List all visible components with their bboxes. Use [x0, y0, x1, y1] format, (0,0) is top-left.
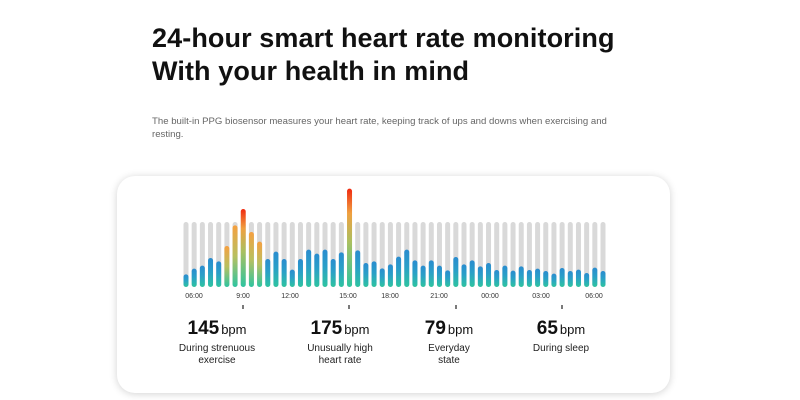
heart-rate-bar [289, 269, 295, 287]
heart-rate-bar [518, 266, 524, 287]
heart-rate-bar [486, 263, 492, 287]
heart-rate-bar [208, 258, 214, 287]
x-tick-label: 18:00 [381, 293, 399, 300]
stat-marker [455, 305, 457, 309]
stat-marker [561, 305, 563, 309]
title-line-2: With your health in mind [152, 56, 470, 86]
heart-rate-bar [199, 265, 205, 287]
stat-value: 145 [187, 318, 220, 339]
stat-label: Unusually high heart rate [307, 343, 373, 366]
heart-rate-bar [240, 209, 246, 287]
heart-rate-bar [297, 259, 303, 287]
heart-rate-bar [232, 225, 238, 287]
page-title: 24-hour smart heart rate monitoring With… [152, 22, 615, 88]
x-tick-label: 03:00 [532, 293, 550, 300]
heart-rate-bar [584, 273, 590, 287]
heart-rate-bar [494, 270, 500, 287]
bar-track [584, 222, 590, 287]
stat-unit: bpm [221, 322, 247, 337]
heart-rate-bar [559, 268, 565, 287]
heart-rate-bar [477, 266, 483, 287]
stat-sleep: 65 bpm During sleep [501, 318, 621, 355]
heart-rate-bar [420, 265, 426, 287]
bar-track [600, 222, 606, 287]
heart-rate-bar [363, 263, 369, 287]
heart-rate-bar [445, 270, 451, 287]
title-line-1: 24-hour smart heart rate monitoring [152, 23, 615, 53]
heart-rate-bar [183, 274, 189, 287]
stat-everyday: 79 bpm Everyday state [389, 318, 509, 367]
stat-unit: bpm [559, 322, 586, 337]
heart-rate-bar [265, 259, 271, 287]
x-tick-label: 06:00 [585, 293, 603, 300]
heart-rate-bar [575, 269, 581, 287]
stat-unit: bpm [344, 322, 370, 337]
heart-rate-bar [543, 271, 549, 287]
bar-track [551, 222, 557, 287]
description: The built-in PPG biosensor measures your… [152, 116, 607, 140]
heart-rate-bar [592, 267, 598, 287]
heart-rate-bar [567, 271, 573, 287]
bar-track [567, 222, 573, 287]
x-tick-label: 06:00 [185, 293, 203, 300]
heart-rate-bar [306, 249, 312, 287]
heart-rate-bar [355, 250, 361, 287]
heart-rate-bar [396, 256, 402, 287]
heart-rate-bar [510, 270, 516, 287]
stat-marker [242, 305, 244, 309]
heart-rate-bar [453, 257, 459, 287]
bar-track [183, 222, 189, 287]
heart-rate-bar [273, 251, 279, 287]
x-tick-label: 21:00 [430, 293, 448, 300]
heart-rate-bar [281, 259, 287, 287]
heart-rate-bar [248, 232, 254, 287]
heart-rate-bar [469, 260, 475, 287]
heart-rate-bar [347, 188, 353, 287]
stat-label: During sleep [532, 343, 590, 354]
heart-rate-bar [216, 261, 222, 287]
heart-rate-bar [526, 270, 532, 287]
x-tick-label: 12:00 [281, 293, 299, 300]
x-tick-label: 15:00 [339, 293, 357, 300]
heart-rate-bar [191, 268, 197, 287]
heart-rate-bar [436, 265, 442, 287]
heart-rate-bar [379, 268, 385, 287]
heart-rate-bar [387, 264, 393, 287]
heart-rate-bar [338, 252, 344, 287]
stat-value: 79 [424, 318, 446, 339]
heart-rate-bar [314, 253, 320, 287]
x-tick-label: 9:00 [236, 293, 250, 300]
stat-strenuous-exercise: 145 bpm During strenuous exercise [157, 318, 277, 367]
stat-unit: bpm [447, 322, 474, 337]
heart-rate-bar [600, 271, 606, 287]
heart-rate-bar [428, 260, 434, 287]
heart-rate-bar [322, 249, 328, 287]
stat-marker [348, 305, 350, 309]
bar-track [510, 222, 516, 287]
stat-value: 65 [536, 318, 558, 339]
heart-rate-bar [551, 273, 557, 287]
stat-high-heart-rate: 175 bpm Unusually high heart rate [280, 318, 400, 367]
heart-rate-bar [224, 246, 230, 287]
heart-rate-bar [404, 249, 410, 287]
heart-rate-bar [371, 261, 377, 287]
heart-rate-bar [502, 265, 508, 287]
heart-rate-bar [461, 264, 467, 287]
heart-rate-bar [535, 268, 541, 287]
stat-label: Everyday state [428, 343, 470, 366]
stat-label: During strenuous exercise [178, 343, 256, 366]
stat-value: 175 [310, 318, 343, 339]
heart-rate-bar [330, 259, 336, 287]
heart-rate-bar [412, 260, 418, 287]
x-tick-label: 00:00 [481, 293, 499, 300]
bar-track [543, 222, 549, 287]
heart-rate-bar [257, 241, 263, 287]
